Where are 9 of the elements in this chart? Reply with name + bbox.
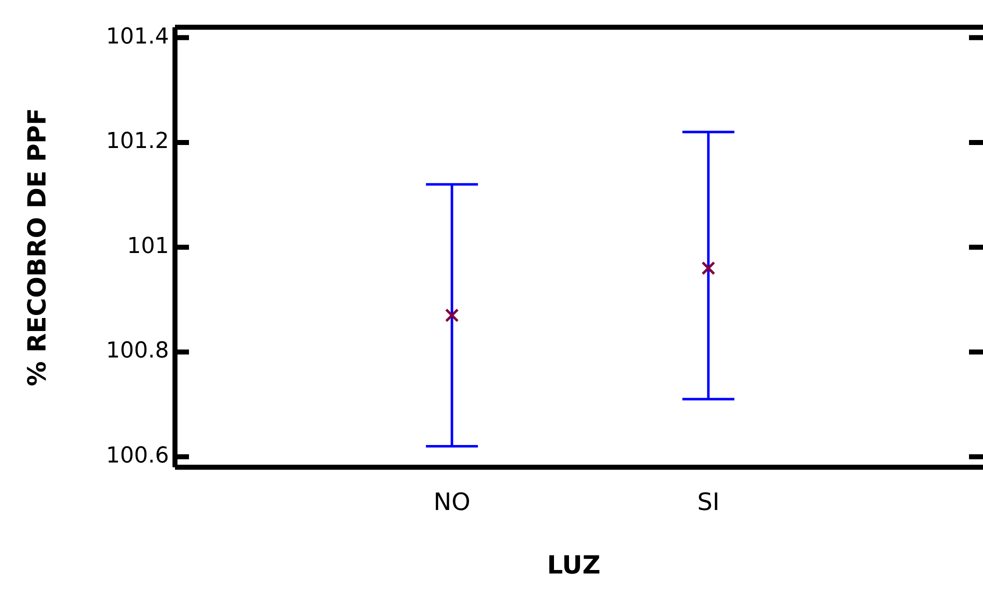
x-tick-label: SI xyxy=(697,488,720,516)
y-tick-label: 101.2 xyxy=(106,129,169,154)
x-tick-label: NO xyxy=(434,488,470,516)
y-tick-label: 101 xyxy=(126,234,169,259)
x-axis-title: LUZ xyxy=(547,550,600,580)
y-tick-label: 100.6 xyxy=(106,443,169,468)
y-axis-title: % RECOBRO DE PPF xyxy=(22,108,52,386)
y-tick-label: 100.8 xyxy=(106,338,169,364)
y-tick-label: 101.4 xyxy=(106,24,169,50)
